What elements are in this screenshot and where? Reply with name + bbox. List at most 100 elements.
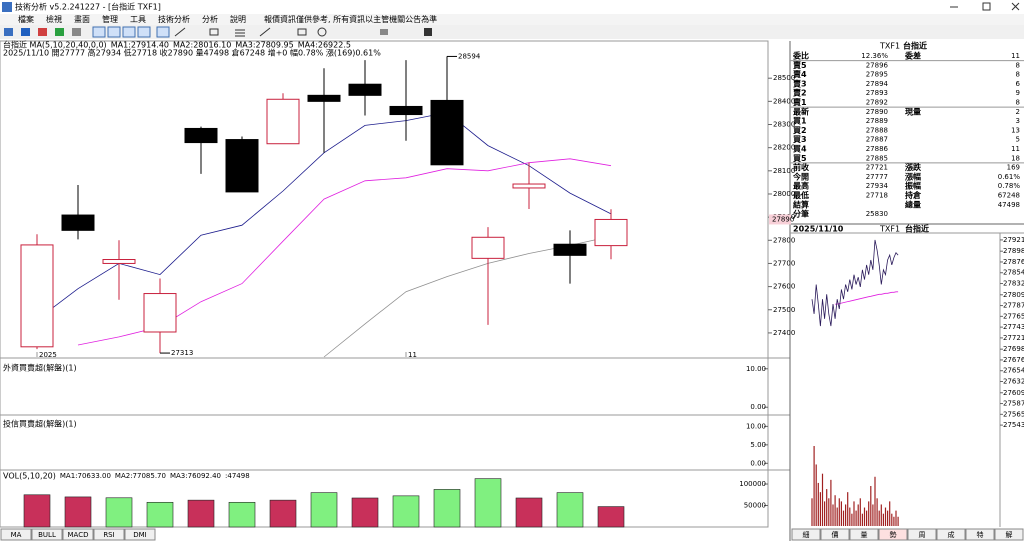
tool-icon[interactable]: [297, 28, 307, 36]
quote-label: 結算: [793, 199, 809, 209]
quote-label: 最高: [793, 181, 809, 191]
tool-icon[interactable]: [156, 26, 170, 38]
indicator-tab-label: BULL: [38, 531, 56, 539]
quote-value: 27889: [866, 117, 888, 125]
intraday-tab[interactable]: [936, 528, 966, 541]
legend-entry: MA1:70633.00: [60, 472, 111, 480]
y-tick-label: 27765: [1003, 312, 1024, 320]
low-annotation: 27313: [171, 349, 193, 357]
intraday-tab[interactable]: [965, 528, 995, 541]
maximize-button[interactable]: [982, 2, 991, 11]
tool-icon[interactable]: [424, 28, 432, 36]
indicator-tab[interactable]: [0, 528, 32, 541]
menu-item[interactable]: 說明: [230, 14, 246, 24]
intraday-tab[interactable]: [994, 528, 1024, 541]
quote-value: 27892: [866, 99, 888, 107]
quote-value: 27718: [866, 192, 888, 200]
tool-icon[interactable]: [259, 27, 271, 37]
tool-icon[interactable]: [4, 28, 13, 36]
candle-body: [61, 214, 95, 231]
tool-icon[interactable]: [92, 26, 106, 38]
y-tick-label: 27787: [1003, 302, 1024, 310]
notice: 報價資訊僅供參考, 所有資訊以主管機關公告為準: [264, 14, 437, 24]
menu-item[interactable]: 檔案: [18, 14, 34, 24]
menu-bar: [0, 14, 1024, 25]
quote-value: 27888: [866, 126, 888, 134]
tool-icon[interactable]: [380, 29, 388, 35]
y-tick-label: 28200: [773, 144, 795, 152]
indicator-tab[interactable]: [31, 528, 63, 541]
quote-value: 8: [1016, 71, 1020, 79]
quote-value: 27887: [866, 136, 888, 144]
quote-label: 買5: [793, 154, 807, 163]
candle-body: [471, 236, 505, 259]
y-tick-label: 27632: [1003, 378, 1024, 386]
menu-item[interactable]: 技術分析: [158, 14, 190, 24]
tool-icon[interactable]: [38, 28, 47, 36]
y-tick-label: 0.00: [750, 403, 766, 411]
indicator-tab-label: RSI: [103, 531, 114, 539]
y-tick-label: 0.00: [750, 459, 766, 467]
y-tick-label: 28300: [773, 121, 795, 129]
y-tick-label: 27721: [1003, 334, 1024, 342]
intraday-tab-label: 解: [1006, 530, 1013, 539]
intraday-tab[interactable]: [820, 528, 850, 541]
menu-item[interactable]: 檢視: [46, 14, 62, 24]
menu-item[interactable]: 工具: [130, 15, 146, 24]
quote-label: 買2: [793, 126, 807, 135]
y-tick-label: 5.00: [750, 441, 766, 449]
y-tick-label: 27543: [1003, 421, 1024, 429]
quote-label: 分筆: [793, 209, 809, 219]
y-tick-label: 27743: [1003, 323, 1024, 331]
tool-icon[interactable]: [174, 27, 186, 37]
quote-value: 13: [1011, 126, 1020, 134]
volume-bar: [187, 499, 215, 528]
y-tick-label: 27654: [1003, 367, 1024, 375]
candle-body: [225, 139, 259, 193]
tool-icon[interactable]: [122, 26, 136, 38]
indicator-tab[interactable]: [62, 528, 94, 541]
tool-icon[interactable]: [235, 29, 245, 37]
quote-label: 現量: [905, 106, 921, 116]
menu-item[interactable]: 分析: [202, 14, 218, 24]
intraday-tab[interactable]: [878, 528, 908, 541]
indicator-tab[interactable]: [124, 528, 156, 541]
tool-icon[interactable]: [55, 28, 64, 36]
tool-icon[interactable]: [209, 28, 219, 36]
close-button[interactable]: [1011, 2, 1020, 11]
menu-item[interactable]: 畫面: [74, 14, 90, 24]
indicator-tab[interactable]: [93, 528, 125, 541]
quote-value: 2: [1016, 108, 1020, 116]
quote-value: 0.61%: [998, 173, 1021, 181]
candle-body: [307, 94, 341, 102]
tool-icon[interactable]: [21, 28, 30, 36]
quote-label: 前收: [793, 162, 809, 172]
y-tick-label: 27800: [773, 236, 795, 244]
intraday-title: TXF1: [879, 225, 900, 234]
quote-label: 賣5: [793, 60, 807, 70]
price-line: [811, 239, 899, 327]
quote-label: 最新: [793, 106, 809, 116]
tool-icon[interactable]: [137, 26, 151, 38]
candle-body: [430, 99, 464, 166]
intraday-tab[interactable]: [791, 528, 821, 541]
window-title: 技術分析 v5.2.241227 - [台指近 TXF1]: [15, 2, 161, 12]
candle-body: [20, 244, 54, 348]
quote-label: 委比: [792, 51, 809, 61]
chart-area: [0, 40, 769, 528]
tool-icon[interactable]: [317, 27, 327, 37]
intraday-tab[interactable]: [849, 528, 879, 541]
menu-item[interactable]: 管理: [102, 14, 118, 24]
y-tick-label: 10.00: [746, 422, 766, 430]
quote-label: 今開: [792, 171, 809, 181]
quote-label: 總量: [905, 199, 921, 209]
y-tick-label: 27565: [1003, 410, 1024, 418]
tool-icon[interactable]: [107, 26, 121, 38]
intraday-tab[interactable]: [907, 528, 937, 541]
y-tick-label: 27400: [773, 329, 795, 337]
info-line: 2025/11/10 開27777 高27934 低27718 收27890 量…: [3, 48, 381, 58]
tool-icon[interactable]: [72, 28, 81, 36]
candle-body: [102, 259, 136, 264]
y-tick-label: 27809: [1003, 291, 1024, 299]
